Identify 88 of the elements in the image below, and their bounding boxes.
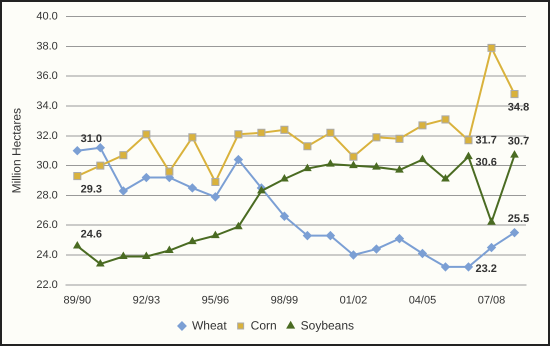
data-label: 29.3 — [80, 184, 102, 196]
point — [96, 143, 105, 152]
point — [303, 142, 312, 150]
point — [118, 186, 128, 196]
data-label: 24.6 — [80, 228, 102, 241]
x-tick-label: 07/08 — [478, 294, 506, 306]
y-tick-label: 24.0 — [36, 249, 58, 262]
y-tick-label: 26.0 — [36, 219, 58, 232]
point — [188, 183, 197, 192]
y-tick-label: 28.0 — [36, 189, 58, 202]
point — [326, 231, 335, 240]
y-tick-label: 30.0 — [36, 160, 58, 172]
data-label: 31.0 — [80, 133, 102, 146]
point — [440, 262, 450, 272]
point — [72, 146, 82, 156]
point — [348, 250, 358, 260]
point — [257, 128, 266, 137]
point — [488, 218, 496, 225]
point — [96, 162, 104, 170]
point — [441, 115, 450, 124]
y-tick-label: 32.0 — [36, 130, 58, 142]
x-tick-label: 01/02 — [340, 294, 368, 306]
y-tick-label: 22.0 — [36, 278, 58, 291]
point — [464, 136, 473, 144]
point — [303, 164, 312, 172]
y-tick-label: 38.0 — [36, 40, 58, 52]
point — [211, 231, 220, 238]
point — [418, 249, 427, 258]
y-tick-label: 36.0 — [36, 70, 58, 82]
point — [349, 152, 358, 161]
point — [188, 133, 196, 142]
legend-label: Wheat — [192, 318, 228, 332]
x-tick-label: 04/05 — [408, 294, 436, 306]
point — [188, 237, 196, 244]
point — [418, 155, 426, 162]
point — [73, 172, 82, 180]
point — [326, 128, 334, 137]
point — [510, 150, 518, 158]
point — [142, 173, 151, 182]
y-tick-label: 40.0 — [36, 10, 58, 23]
point — [119, 151, 128, 160]
data-label: 23.2 — [475, 262, 497, 275]
point — [96, 259, 104, 266]
point — [418, 121, 426, 130]
legend-label: Soybeans — [300, 318, 354, 332]
y-tick-label: 34.0 — [36, 100, 58, 112]
point — [165, 246, 174, 254]
point — [142, 130, 150, 138]
point — [234, 155, 243, 164]
point — [302, 231, 312, 240]
point — [280, 126, 288, 134]
x-tick-label: 98/99 — [270, 294, 298, 306]
legend-label: Corn — [250, 318, 277, 332]
point — [464, 262, 473, 272]
point — [257, 186, 266, 194]
y-axis-title: Million Hectares — [10, 108, 24, 194]
point — [142, 252, 150, 259]
point — [395, 166, 404, 173]
data-label: 34.8 — [508, 102, 530, 114]
data-label: 25.5 — [508, 213, 530, 226]
point — [165, 168, 174, 176]
point — [372, 162, 380, 170]
point — [372, 133, 380, 142]
point — [73, 242, 82, 249]
point — [486, 243, 496, 252]
data-label: 30.7 — [508, 136, 530, 148]
point — [510, 228, 519, 238]
point — [280, 212, 289, 221]
point — [395, 134, 404, 143]
point — [442, 174, 450, 182]
point — [280, 174, 288, 182]
point — [234, 130, 242, 138]
point — [349, 161, 358, 168]
point — [326, 160, 334, 167]
x-tick-label: 95/96 — [202, 294, 230, 306]
point — [234, 222, 242, 230]
x-tick-label: 89/90 — [64, 294, 92, 306]
point — [211, 178, 220, 186]
point — [510, 90, 519, 98]
data-label: 30.6 — [475, 156, 497, 169]
x-tick-label: 92/93 — [132, 294, 160, 306]
point — [487, 44, 496, 52]
data-label: 31.7 — [475, 134, 497, 146]
point — [464, 152, 472, 160]
point — [210, 192, 220, 202]
point — [119, 252, 128, 259]
point — [394, 234, 404, 244]
point — [372, 244, 381, 254]
